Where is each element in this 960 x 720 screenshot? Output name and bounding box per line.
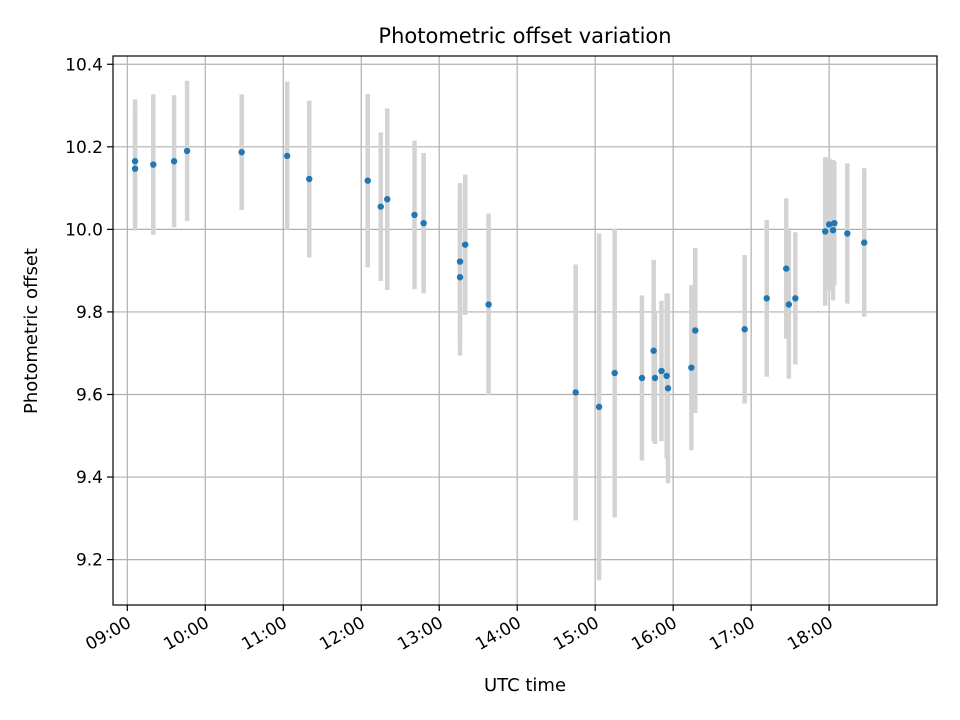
data-point bbox=[822, 228, 829, 235]
data-point bbox=[611, 369, 618, 377]
data-point bbox=[238, 148, 245, 156]
data-point bbox=[638, 374, 646, 382]
x-axis-label: UTC time bbox=[484, 675, 566, 696]
data-point bbox=[456, 274, 464, 281]
data-point bbox=[658, 367, 665, 375]
plot-frame bbox=[112, 55, 938, 606]
data-point bbox=[651, 374, 659, 382]
data-point bbox=[692, 327, 699, 334]
chart-title: Photometric offset variation bbox=[378, 24, 671, 48]
data-point bbox=[170, 158, 178, 165]
y-tick-label: 10.2 bbox=[65, 138, 103, 158]
data-point bbox=[664, 385, 672, 392]
y-axis: 9.2 9.4 9.6 9.8 10.0 10.2 10.4 bbox=[65, 55, 113, 571]
y-tick-label: 9.8 bbox=[76, 303, 103, 323]
y-tick-label: 9.4 bbox=[76, 468, 103, 488]
data-point bbox=[462, 241, 469, 248]
y-axis-label: Photometric offset bbox=[21, 248, 42, 414]
data-point bbox=[420, 219, 427, 227]
data-point bbox=[831, 219, 838, 227]
data-point bbox=[456, 258, 464, 265]
data-point bbox=[377, 203, 384, 210]
plot-area-background bbox=[113, 56, 937, 605]
data-point bbox=[131, 158, 139, 165]
y-tick-label: 9.2 bbox=[76, 551, 103, 571]
data-point bbox=[688, 364, 695, 371]
data-point bbox=[411, 211, 418, 219]
data-point bbox=[741, 326, 748, 333]
y-tick-label: 9.6 bbox=[76, 385, 103, 405]
data-point bbox=[825, 221, 833, 228]
data-point bbox=[384, 196, 391, 203]
data-point bbox=[183, 147, 191, 155]
data-point bbox=[663, 372, 670, 380]
data-point bbox=[485, 301, 492, 308]
data-point bbox=[150, 161, 157, 168]
grid-layer bbox=[113, 56, 937, 605]
data-point bbox=[306, 175, 313, 183]
data-point bbox=[131, 165, 139, 172]
point-layer bbox=[131, 147, 868, 411]
data-point bbox=[783, 265, 790, 272]
data-point bbox=[763, 295, 770, 302]
data-point bbox=[364, 177, 371, 184]
y-tick-label: 10.0 bbox=[65, 220, 103, 240]
data-point bbox=[792, 295, 799, 302]
data-point bbox=[829, 226, 837, 234]
data-point bbox=[595, 403, 603, 411]
data-point bbox=[861, 239, 868, 246]
data-point bbox=[785, 301, 793, 308]
y-tick-label: 10.4 bbox=[65, 55, 103, 75]
data-point bbox=[844, 230, 851, 237]
data-point bbox=[572, 389, 579, 396]
data-point bbox=[650, 347, 657, 354]
data-point bbox=[283, 152, 291, 160]
